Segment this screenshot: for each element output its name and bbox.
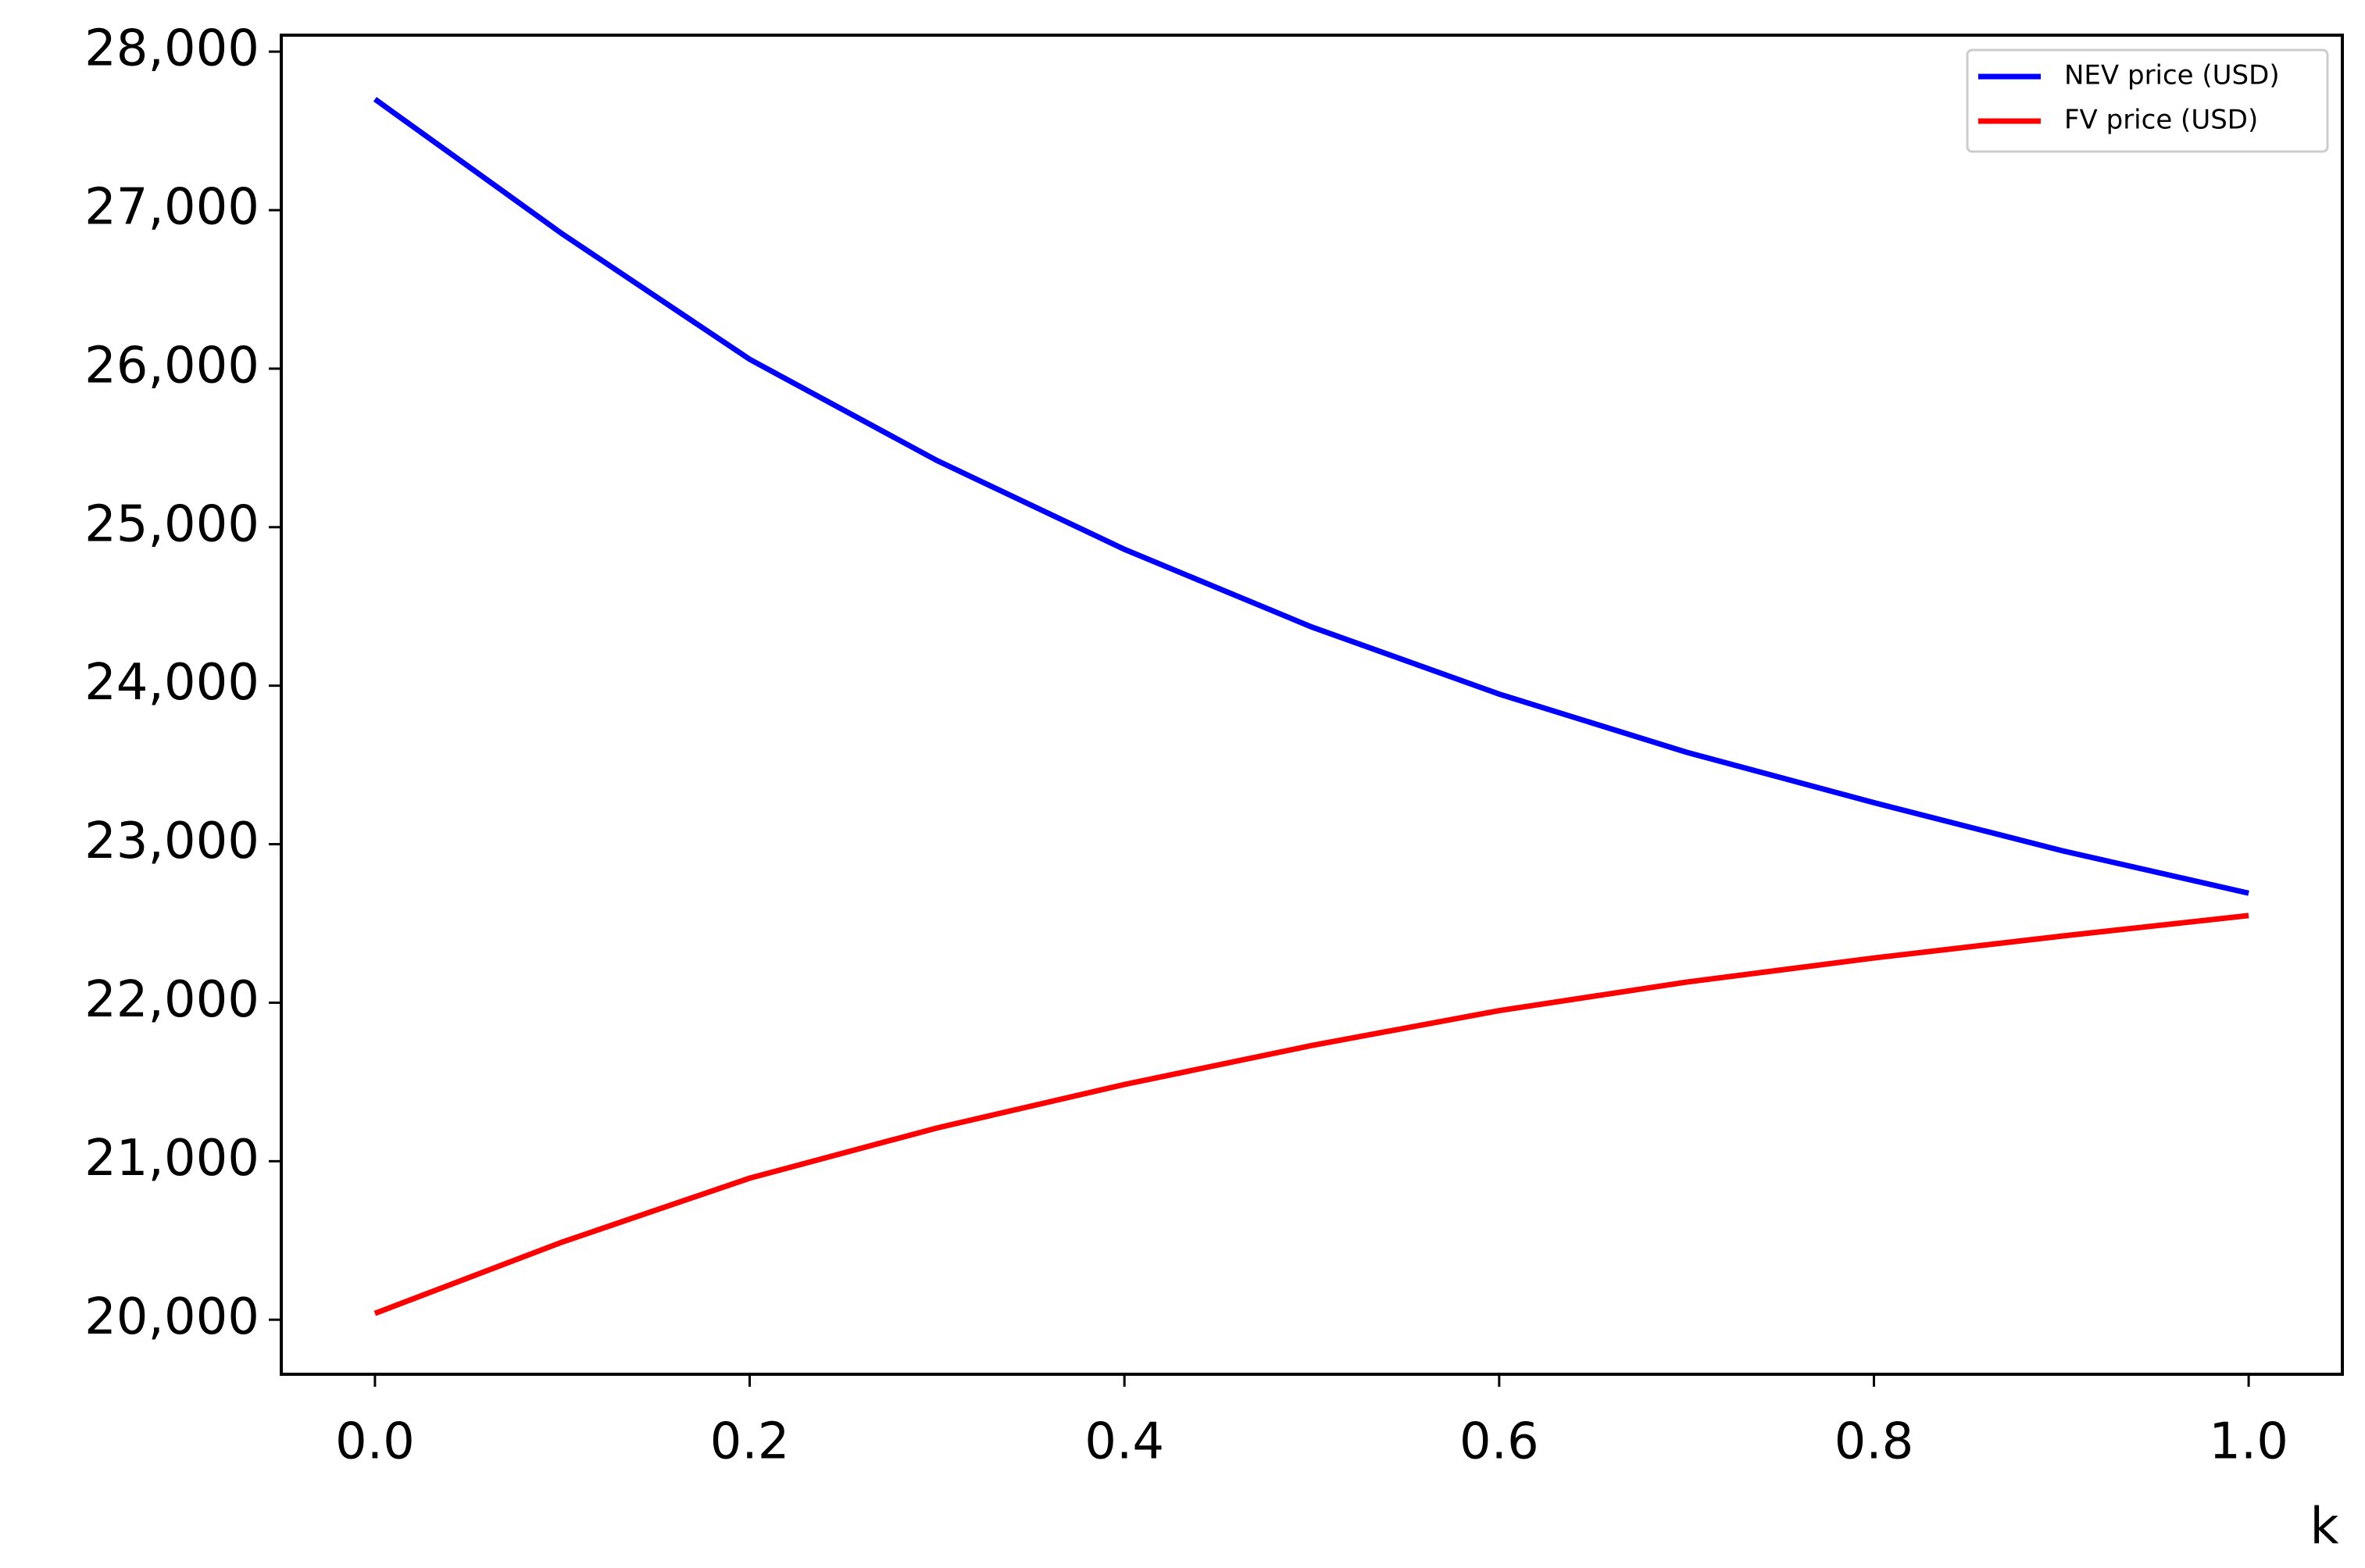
y-tick-label: 25,000 (84, 495, 259, 553)
x-tick-label: 1.0 (2209, 1413, 2288, 1471)
y-tick-label: 21,000 (84, 1130, 259, 1188)
y-tick-label: 27,000 (84, 179, 259, 237)
x-tick-label: 0.0 (335, 1413, 415, 1471)
y-tick-label: 26,000 (84, 337, 259, 395)
x-axis-label: k (2310, 1498, 2338, 1556)
legend-label: NEV price (USD) (2064, 60, 2280, 91)
y-tick-label: 20,000 (84, 1288, 259, 1346)
x-tick-label: 0.8 (1834, 1413, 1914, 1471)
y-tick-label: 23,000 (84, 813, 259, 870)
series-line (373, 97, 2249, 896)
legend-box (1966, 48, 2329, 153)
series-line (373, 913, 2249, 1316)
y-tick-label: 28,000 (84, 20, 259, 78)
plot-frame (280, 34, 2344, 1376)
x-tick-label: 0.6 (1459, 1413, 1539, 1471)
x-tick-label: 0.2 (710, 1413, 790, 1471)
y-tick-label: 24,000 (84, 654, 259, 712)
legend-label: FV price (USD) (2064, 105, 2258, 136)
y-tick-label: 22,000 (84, 971, 259, 1029)
x-tick-label: 0.4 (1084, 1413, 1164, 1471)
